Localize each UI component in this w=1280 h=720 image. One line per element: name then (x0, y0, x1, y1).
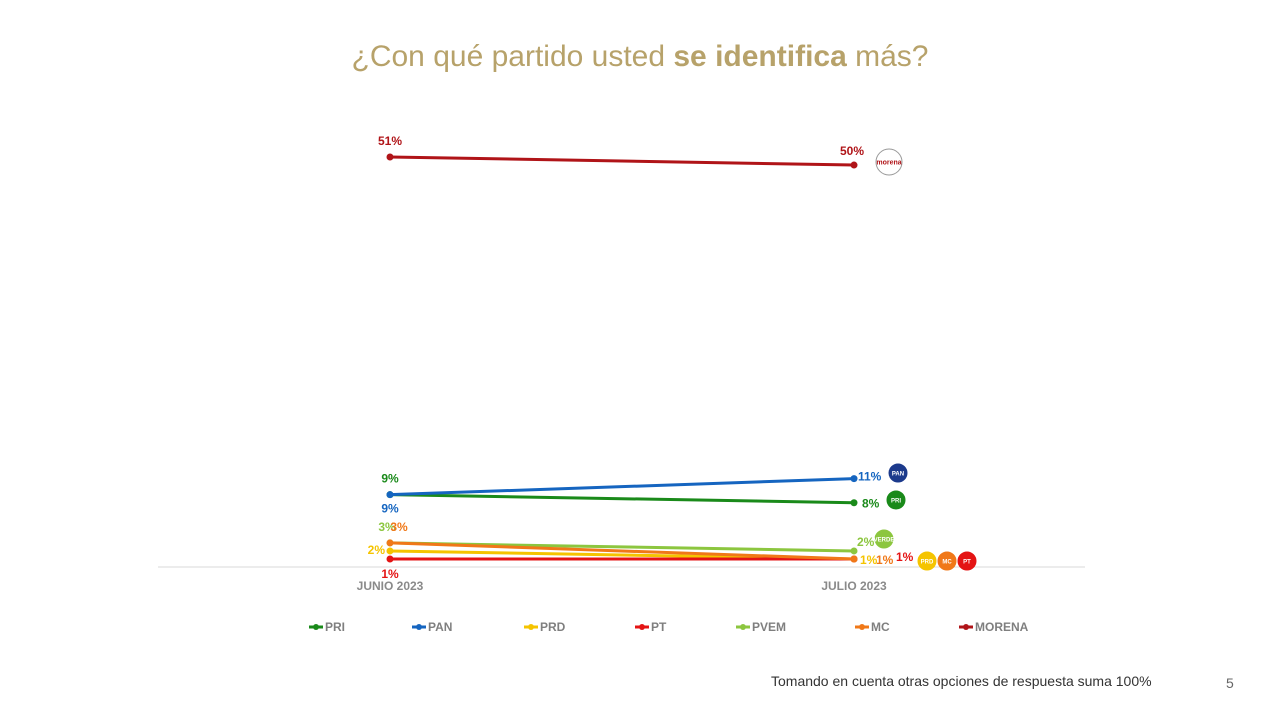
data-point-prd (386, 547, 394, 555)
title-bold: se identifica (673, 40, 847, 73)
data-label-morena: 51% (378, 134, 402, 148)
data-point-pt (386, 555, 394, 563)
data-label-pri: 9% (381, 472, 399, 486)
legend-label-morena: MORENA (975, 620, 1029, 634)
legend-label-pan: PAN (428, 620, 452, 634)
data-label-prd: 2% (368, 543, 386, 557)
pan-logo-icon (888, 463, 908, 483)
page-number: 5 (1226, 675, 1234, 691)
data-label-pan: 11% (858, 470, 882, 484)
data-point-pan (850, 475, 858, 483)
pvem-logo-text: VERDE (874, 538, 895, 544)
pvem-logo-icon (874, 529, 894, 549)
legend-label-pri: PRI (325, 620, 345, 634)
data-label-pvem: 2% (857, 535, 875, 549)
data-label-pvem: 3% (378, 520, 396, 534)
series-line-pan (389, 477, 855, 497)
data-point-morena (386, 153, 394, 161)
data-point-pan (386, 491, 394, 499)
legend-marker-mc (859, 624, 865, 630)
legend-marker-pri (313, 624, 319, 630)
prd-logo-icon (917, 551, 937, 571)
legend-marker-pt (639, 624, 645, 630)
data-point-pvem (850, 547, 858, 555)
data-label-pri: 8% (862, 497, 880, 511)
title-post: más? (846, 40, 929, 73)
morena-logo-text: morena (876, 160, 901, 167)
pri-logo-icon (886, 490, 906, 510)
prd-logo-text: PRD (921, 560, 934, 566)
data-point-morena (850, 161, 858, 169)
data-label-pt: 1% (381, 567, 399, 581)
x-tick-label: JUNIO 2023 (357, 579, 424, 593)
morena-logo-icon (875, 148, 903, 176)
data-point-pri (850, 499, 858, 507)
legend-label-pt: PT (651, 620, 667, 634)
data-label-prd: 1% (860, 553, 878, 567)
pri-logo-text: PRI (891, 499, 901, 505)
pan-logo-text: PAN (892, 472, 904, 478)
legend-label-mc: MC (871, 620, 890, 634)
title-pre: ¿Con qué partido usted (351, 40, 674, 73)
legend-marker-morena (963, 624, 969, 630)
legend-marker-pan (416, 624, 422, 630)
chart-title: ¿Con qué partido usted se identifica más… (0, 40, 1280, 74)
data-label-mc: 3% (390, 520, 408, 534)
data-label-morena: 50% (840, 144, 864, 158)
legend-marker-pvem (740, 624, 746, 630)
data-point-mc (850, 555, 858, 563)
data-label-mc: 1% (876, 553, 894, 567)
data-label-pan: 9% (381, 502, 399, 516)
pt-logo-icon (957, 551, 977, 571)
mc-logo-text: MC (942, 560, 952, 566)
series-line-mc (389, 541, 855, 561)
legend-marker-prd (528, 624, 534, 630)
footnote: Tomando en cuenta otras opciones de resp… (771, 673, 1152, 689)
x-tick-label: JULIO 2023 (821, 579, 887, 593)
data-point-mc (386, 539, 394, 547)
data-label-pt: 1% (896, 550, 914, 564)
series-line-morena (389, 155, 855, 167)
pt-logo-text: PT (963, 560, 971, 566)
legend-label-pvem: PVEM (752, 620, 786, 634)
series-line-pri (389, 493, 855, 505)
mc-logo-icon (937, 551, 957, 571)
legend-label-prd: PRD (540, 620, 566, 634)
